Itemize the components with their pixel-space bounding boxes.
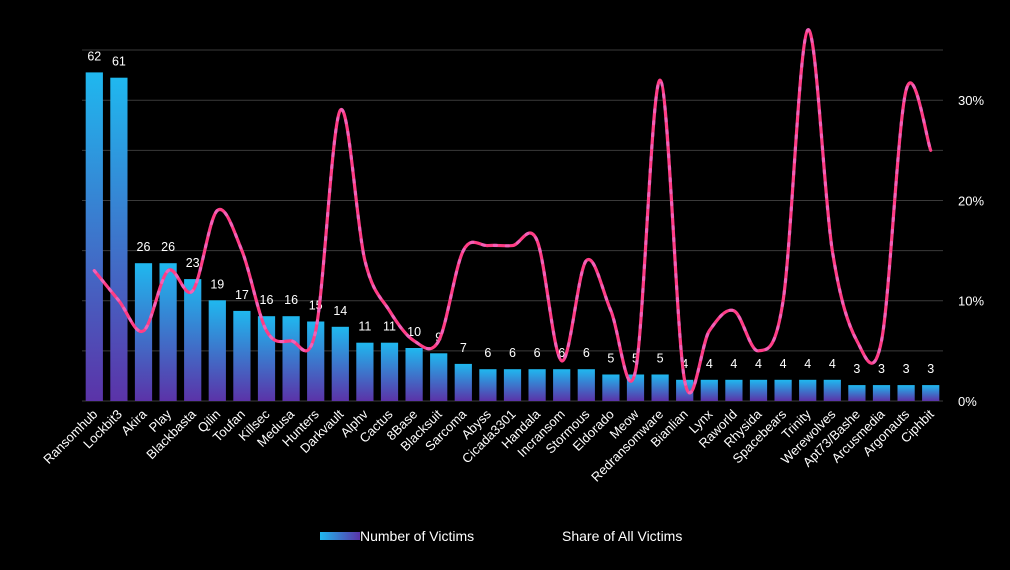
bar-value-label: 4: [730, 357, 737, 371]
bar: [651, 374, 669, 401]
bar: [922, 385, 940, 401]
bar: [380, 342, 399, 401]
right-tick-label: 10%: [958, 294, 984, 309]
bar: [233, 310, 251, 401]
bar-value-label: 5: [632, 352, 639, 366]
x-tick-label: Akira: [118, 406, 150, 438]
bar-value-label: 3: [853, 362, 860, 376]
bar: [676, 379, 694, 401]
bar-value-label: 10: [407, 325, 421, 339]
bar-value-label: 26: [137, 240, 151, 254]
bar: [749, 379, 768, 401]
right-tick-label: 30%: [958, 93, 984, 108]
bar: [897, 385, 915, 401]
bar-value-label: 6: [558, 346, 565, 360]
bar: [503, 369, 522, 401]
bar: [208, 300, 226, 401]
bar: [872, 385, 891, 401]
bar-value-label: 6: [583, 346, 590, 360]
bar-value-label: 5: [657, 352, 664, 366]
bars-series: [85, 72, 940, 402]
bar-value-label: 23: [186, 256, 200, 270]
bar-value-label: 7: [460, 341, 467, 355]
bar: [356, 342, 374, 401]
bar-value-label: 3: [903, 362, 910, 376]
bar-value-label: 19: [210, 277, 224, 291]
x-axis-tick-labels: RansomhubLockbit3AkiraPlayBlackbastaQili…: [40, 406, 937, 485]
bar-value-label: 6: [534, 346, 541, 360]
bar-value-label: 4: [804, 357, 811, 371]
share-line-highlight: [92, 28, 933, 395]
bar-value-label: 14: [333, 304, 347, 318]
right-tick-label: 0%: [958, 394, 977, 409]
bar: [848, 385, 866, 401]
bar-value-label: 6: [509, 346, 516, 360]
bar: [110, 77, 128, 401]
bar-value-label: 6: [484, 346, 491, 360]
bar: [159, 263, 177, 401]
bar-value-label: 3: [878, 362, 885, 376]
bar: [799, 379, 817, 401]
bar: [454, 363, 472, 401]
bar: [553, 369, 571, 401]
bar-value-label: 4: [829, 357, 836, 371]
bar-value-label: 16: [260, 293, 274, 307]
bar: [430, 353, 448, 401]
bar: [725, 379, 743, 401]
bar-value-label: 4: [755, 357, 762, 371]
bar-value-label: 17: [235, 288, 249, 302]
bar-value-label: 62: [87, 49, 101, 63]
bar: [405, 348, 423, 401]
bar-value-label: 11: [358, 320, 371, 334]
legend-label-bars: Number of Victims: [360, 528, 474, 544]
bar-value-label: 4: [780, 357, 787, 371]
bar-value-label: 4: [706, 357, 713, 371]
bar: [479, 369, 497, 401]
right-axis-tick-labels: 0% 10% 20% 30%: [958, 93, 984, 409]
bar-value-label: 26: [161, 240, 175, 254]
bar: [331, 326, 349, 401]
right-tick-label: 20%: [958, 193, 984, 208]
legend-label-line: Share of All Victims: [562, 528, 682, 544]
bar: [85, 72, 103, 402]
bar: [774, 379, 792, 401]
legend-swatch-bars: [320, 532, 360, 540]
bar-value-label: 61: [112, 55, 126, 69]
bar-value-label: 5: [607, 352, 614, 366]
bar-value-label: 16: [284, 293, 298, 307]
bar: [282, 316, 300, 401]
bar: [184, 279, 202, 401]
bar: [823, 379, 841, 401]
bar-value-label: 3: [927, 362, 934, 376]
bar: [700, 379, 718, 401]
share-line-series: [92, 28, 933, 395]
bar-value-label: 4: [681, 357, 688, 371]
bar: [577, 369, 595, 401]
bar: [528, 369, 546, 401]
legend: Number of Victims Share of All Victims: [320, 528, 682, 544]
bar-value-label: 11: [383, 320, 396, 334]
bar: [602, 374, 620, 401]
